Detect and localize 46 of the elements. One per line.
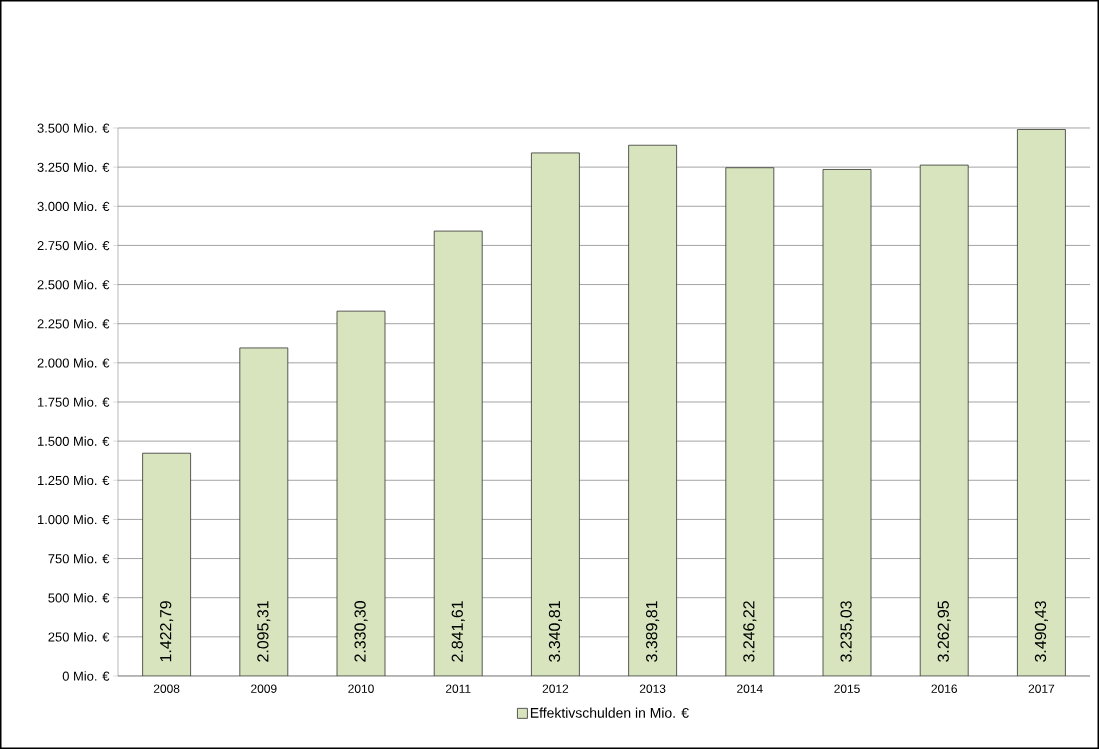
data-label: 3.235,03 bbox=[840, 601, 854, 662]
y-tick-label: 2.000 Mio. € bbox=[37, 358, 110, 368]
data-label: 2.841,61 bbox=[451, 601, 465, 662]
x-tick-label: 2013 bbox=[639, 684, 666, 693]
x-tick-label: 2016 bbox=[931, 684, 957, 693]
data-label: 1.422,79 bbox=[160, 601, 174, 662]
data-label: 3.246,22 bbox=[743, 601, 757, 662]
y-tick-label: 0 Mio. € bbox=[62, 671, 110, 681]
bar bbox=[433, 230, 483, 676]
x-tick-label: 2017 bbox=[1028, 684, 1055, 693]
x-tick-label: 2008 bbox=[153, 684, 180, 693]
y-tick-label: 2.750 Mio. € bbox=[37, 240, 110, 251]
data-label: 3.389,81 bbox=[646, 601, 660, 662]
bar bbox=[1017, 129, 1066, 676]
y-tick-label: 2.500 Mio. € bbox=[37, 279, 110, 290]
bar bbox=[142, 452, 192, 676]
y-tick-label: 1.750 Mio. € bbox=[38, 397, 110, 407]
x-tick-label: 2012 bbox=[542, 684, 569, 693]
bar bbox=[239, 347, 289, 676]
bar bbox=[531, 152, 580, 676]
data-label: 3.262,95 bbox=[937, 601, 951, 662]
y-tick-label: 2.250 Mio. € bbox=[37, 318, 110, 329]
y-tick-label: 1.500 Mio. € bbox=[38, 436, 110, 446]
y-tick-label: 1.250 Mio. € bbox=[38, 475, 110, 486]
y-tick-label: 500 Mio. € bbox=[48, 592, 110, 603]
x-tick-label: 2015 bbox=[834, 684, 860, 693]
legend-label: Effektivschulden in Mio. € bbox=[530, 707, 689, 718]
bar bbox=[628, 144, 678, 676]
bar bbox=[725, 167, 775, 676]
x-tick-label: 2011 bbox=[445, 684, 471, 693]
bar bbox=[336, 310, 386, 676]
x-tick-label: 2014 bbox=[737, 684, 763, 693]
bar bbox=[822, 169, 872, 676]
y-tick-label: 3.500 Mio. € bbox=[37, 123, 110, 133]
y-tick-label: 3.250 Mio. € bbox=[37, 162, 110, 172]
bar bbox=[919, 164, 969, 676]
y-tick-label: 250 Mio. € bbox=[48, 632, 110, 642]
data-label: 3.340,81 bbox=[548, 601, 562, 662]
x-tick-label: 2009 bbox=[251, 684, 277, 693]
y-tick-label: 750 Mio. € bbox=[48, 553, 110, 564]
data-label: 3.490,43 bbox=[1034, 601, 1048, 662]
y-tick-label: 3.000 Mio. € bbox=[37, 201, 110, 212]
data-label: 2.095,31 bbox=[257, 601, 271, 662]
data-label: 2.330,30 bbox=[354, 601, 368, 662]
y-tick-label: 1.000 Mio. € bbox=[38, 514, 110, 525]
x-tick-label: 2010 bbox=[348, 684, 374, 693]
